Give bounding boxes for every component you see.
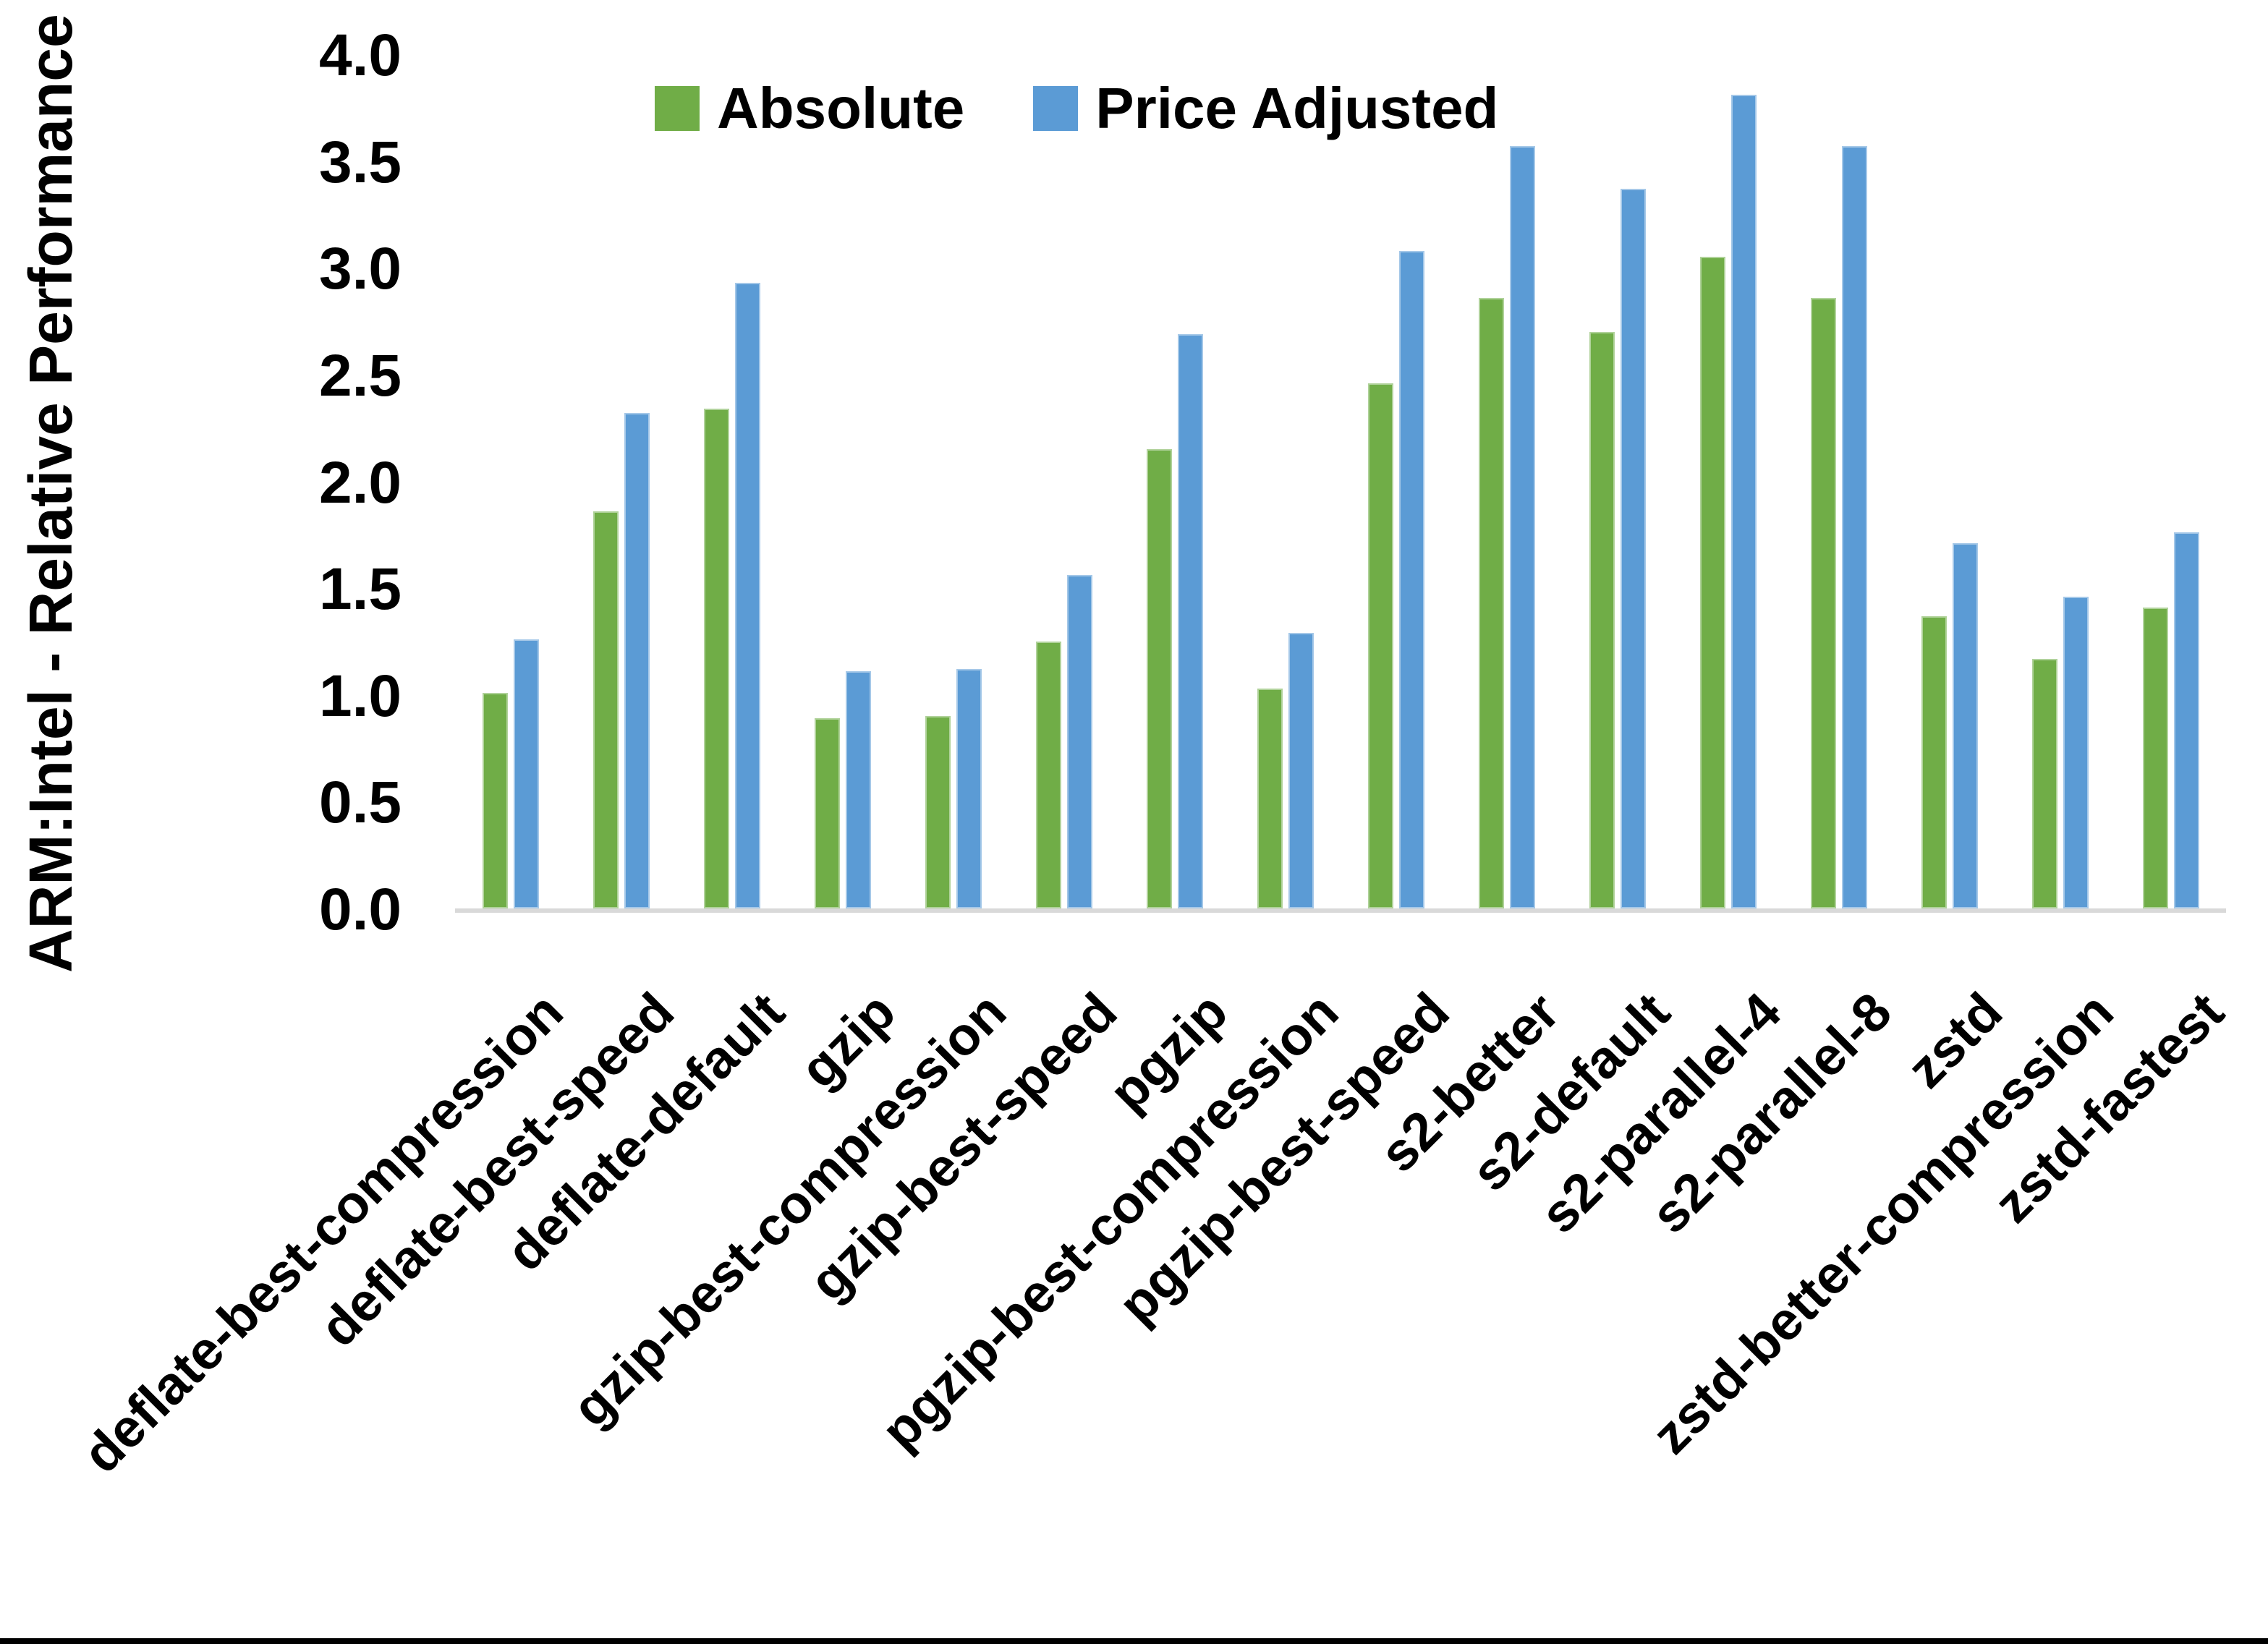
y-tick-label-4.0: 4.0 (319, 22, 402, 88)
y-axis-title-wrapper: ARM:Intel - Relative Performance (17, 14, 85, 973)
bar-absolute-gzip-best-speed (1036, 642, 1061, 908)
legend-swatch-icon (1033, 86, 1079, 131)
legend-item-price-adjusted: Price Adjusted (1033, 74, 1498, 142)
y-tick-label-1.0: 1.0 (319, 663, 402, 729)
bar-price-adjusted-gzip-best-speed (1067, 575, 1092, 908)
bar-price-adjusted-pgzip-best-speed (1399, 251, 1424, 908)
y-tick-label-0.5: 0.5 (319, 770, 402, 836)
window-bottom-border (0, 1638, 2268, 1644)
bar-price-adjusted-deflate-best-speed (624, 413, 650, 908)
legend-label: Absolute (717, 76, 965, 140)
bar-absolute-deflate-default (704, 409, 729, 908)
bar-absolute-s2-parallel-8 (1811, 298, 1836, 908)
legend-item-absolute: Absolute (655, 74, 964, 142)
bar-absolute-s2-default (1589, 332, 1615, 908)
y-tick-label-3.0: 3.0 (319, 236, 402, 302)
bar-absolute-zstd-fastest (2143, 608, 2168, 908)
legend: Absolute Price Adjusted (655, 74, 1498, 142)
bar-price-adjusted-s2-default (1621, 189, 1646, 908)
bar-price-adjusted-zstd (1953, 543, 1978, 908)
bar-price-adjusted-zstd-fastest (2174, 532, 2199, 908)
y-axis-title: ARM:Intel - Relative Performance (17, 14, 85, 973)
bar-absolute-pgzip-best-compression (1257, 689, 1283, 908)
bar-absolute-deflate-best-compression (483, 693, 508, 908)
bar-absolute-deflate-best-speed (593, 511, 619, 908)
bar-absolute-gzip-best-compression (925, 716, 951, 908)
bar-absolute-zstd (1921, 616, 1947, 908)
legend-label: Price Adjusted (1095, 76, 1499, 140)
bar-price-adjusted-pgzip (1178, 334, 1203, 908)
bar-absolute-s2-better (1479, 298, 1504, 908)
bar-absolute-s2-parallel-4 (1700, 257, 1725, 908)
bar-price-adjusted-gzip (846, 671, 871, 908)
bar-price-adjusted-gzip-best-compression (956, 669, 982, 908)
bar-price-adjusted-deflate-best-compression (514, 639, 539, 908)
bar-absolute-pgzip-best-speed (1368, 383, 1393, 908)
bar-price-adjusted-s2-better (1510, 146, 1535, 908)
x-category-label-deflate-best-compression: deflate-best-compression (71, 981, 575, 1485)
y-tick-label-1.5: 1.5 (319, 556, 402, 623)
y-tick-label-2.5: 2.5 (319, 342, 402, 409)
bar-price-adjusted-deflate-default (735, 283, 760, 908)
x-axis-line (455, 908, 2226, 913)
y-tick-label-2.0: 2.0 (319, 449, 402, 516)
bar-absolute-gzip (815, 718, 840, 908)
bar-absolute-zstd-better-compression (2032, 659, 2057, 908)
bar-absolute-pgzip (1147, 449, 1172, 908)
bar-price-adjusted-s2-parallel-8 (1842, 146, 1867, 908)
bar-price-adjusted-zstd-better-compression (2063, 597, 2089, 908)
bar-price-adjusted-s2-parallel-4 (1731, 95, 1757, 908)
bar-price-adjusted-pgzip-best-compression (1288, 633, 1314, 908)
y-tick-label-3.5: 3.5 (319, 129, 402, 195)
legend-swatch-icon (655, 86, 700, 131)
y-tick-label-0.0: 0.0 (319, 877, 402, 942)
